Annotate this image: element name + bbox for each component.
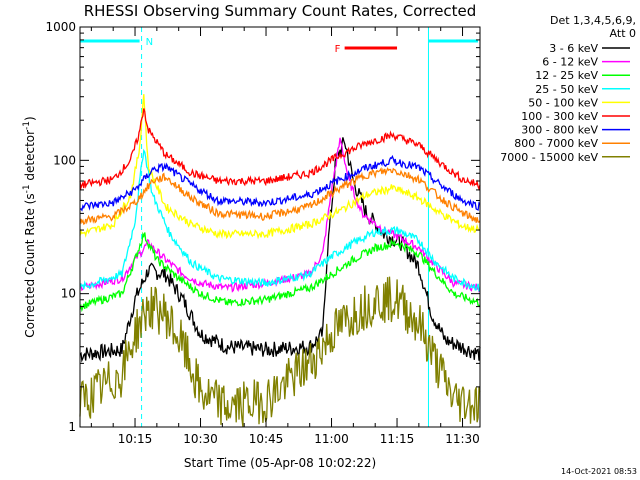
x-axis-label: Start Time (05-Apr-08 10:02:22)	[184, 456, 376, 470]
y-axis-label: Corrected Count Rate (s-1 detector-1)	[22, 116, 37, 337]
flare-label: F	[335, 44, 341, 55]
legend-label-8: 7000 - 15000 keV	[500, 151, 598, 164]
x-tick-label-4: 11:15	[380, 432, 415, 446]
night-label: N	[146, 37, 153, 48]
legend-label-1: 6 - 12 keV	[542, 56, 598, 69]
series-line-8	[79, 276, 481, 427]
y-axis: 1 10 100 1000	[45, 20, 480, 434]
timestamp: 14-Oct-2021 08:53	[561, 467, 637, 476]
y-axis-label-part1: Corrected Count Rate (s	[23, 193, 37, 337]
series-line-2	[79, 231, 481, 313]
plot-frame	[79, 26, 481, 428]
series-line-7	[79, 166, 481, 226]
y-tick-label-3: 1000	[45, 20, 76, 34]
legend-header-1: Det 1,3,4,5,6,9,	[550, 14, 636, 27]
legend-label-5: 100 - 300 keV	[521, 110, 598, 123]
x-tick-label-1: 10:30	[183, 432, 218, 446]
legend-label-4: 50 - 100 keV	[528, 96, 598, 109]
series-line-4	[79, 94, 481, 240]
legend-label-0: 3 - 6 keV	[549, 42, 598, 55]
legend-header-2: Att 0	[610, 27, 636, 40]
y-tick-label-0: 1	[68, 420, 76, 434]
y-axis-label-sup2: -1	[22, 121, 32, 130]
legend-label-2: 12 - 25 keV	[535, 69, 598, 82]
series-line-5	[79, 108, 481, 191]
y-tick-label-2: 100	[53, 153, 76, 167]
series-line-0	[79, 137, 481, 363]
series-line-3	[79, 148, 481, 292]
chart-title: RHESSI Observing Summary Count Rates, Co…	[84, 2, 477, 20]
x-tick-label-0: 10:15	[118, 432, 153, 446]
y-axis-label-sup1: -1	[22, 184, 32, 193]
series-line-6	[79, 154, 481, 212]
plot-area: NF	[79, 27, 481, 427]
y-axis-label-part2: detector	[23, 130, 37, 185]
legend-label-3: 25 - 50 keV	[535, 83, 598, 96]
x-tick-label-3: 11:00	[314, 432, 349, 446]
y-axis-label-part3: )	[23, 116, 37, 121]
y-tick-label-1: 10	[61, 287, 76, 301]
legend-label-7: 800 - 7000 keV	[514, 137, 598, 150]
legend-label-6: 300 - 800 keV	[521, 124, 598, 137]
x-tick-label-5: 11:30	[445, 432, 480, 446]
x-tick-label-2: 10:45	[249, 432, 284, 446]
x-axis: 10:15 10:30 10:45 11:00 11:15 11:30	[90, 27, 480, 446]
